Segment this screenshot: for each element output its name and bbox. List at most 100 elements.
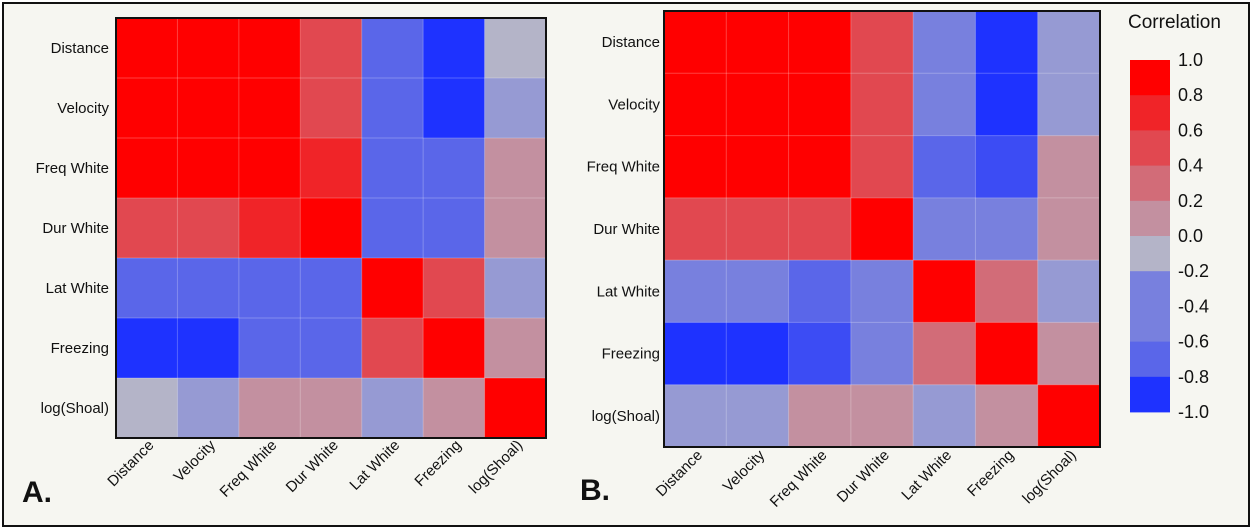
- legend-tick-label: 0.8: [1178, 85, 1203, 105]
- panel-a-cell-r4-c2: [238, 258, 301, 319]
- panel-b-row-label: Distance: [602, 34, 660, 51]
- panel-b-cell-r6-c3: [850, 384, 914, 448]
- panel-b-col-label: Distance: [653, 447, 706, 500]
- panel-b-cell-r1-c4: [913, 73, 976, 136]
- panel-a-label: A.: [22, 476, 52, 509]
- panel-b-border: [663, 10, 1101, 448]
- panel-a-cell-r0-c0: [116, 18, 178, 79]
- legend-color-bin: [1130, 236, 1170, 272]
- panel-b-cell-r0-c6: [1037, 11, 1101, 74]
- panel-a-col-label: Distance: [104, 437, 157, 490]
- legend-tick-label: 0.2: [1178, 191, 1203, 211]
- panel-a-row-label: Velocity: [57, 100, 109, 117]
- panel-b-cell-r4-c2: [788, 260, 852, 323]
- panel-a-cell-r2-c2: [238, 138, 301, 199]
- legend-tick-label: -0.6: [1178, 332, 1209, 352]
- legend-tick-label: -0.8: [1178, 367, 1209, 387]
- panel-a-row-label: Freezing: [51, 340, 109, 357]
- panel-a-cell-r6-c0: [116, 378, 178, 439]
- panel-a-cell-r2-c3: [300, 138, 363, 199]
- panel-a-col-label: Freezing: [411, 437, 464, 490]
- legend-tick-label: -0.2: [1178, 261, 1209, 281]
- panel-b-cell-r1-c3: [850, 73, 914, 136]
- panel-b-cell-r2-c0: [664, 135, 727, 199]
- panel-b-cell-r0-c5: [975, 11, 1039, 74]
- panel-b-cell-r4-c5: [975, 260, 1039, 323]
- panel-b-col-label: Lat White: [898, 447, 955, 504]
- legend-tick-label: 0.6: [1178, 120, 1203, 140]
- panel-a-cell-r6-c2: [238, 378, 301, 439]
- panel-a-cell-r0-c4: [361, 18, 424, 79]
- panel-a-cell-r6-c1: [177, 378, 240, 439]
- panel-a-cell-r3-c3: [300, 198, 363, 259]
- panel-b-cell-r2-c3: [850, 135, 914, 199]
- panel-a-row-label: Distance: [51, 40, 109, 57]
- panel-b-col-label: Freq White: [767, 447, 831, 511]
- panel-b-cell-r5-c3: [850, 322, 914, 386]
- panel-a-cell-r0-c1: [177, 18, 240, 79]
- legend-color-bin: [1130, 271, 1170, 307]
- panel-a-cell-r1-c3: [300, 78, 363, 139]
- panel-b-row-label: Lat White: [597, 283, 660, 300]
- panel-a-cell-r5-c1: [177, 318, 240, 379]
- panel-a-cell-r2-c1: [177, 138, 240, 199]
- panel-b-cell-r3-c5: [975, 197, 1039, 261]
- panel-b-col-label: log(Shoal): [1019, 447, 1079, 507]
- panel-b-cell-r1-c6: [1037, 73, 1101, 136]
- panel-b-cell-r1-c1: [726, 73, 789, 136]
- panel-a-cell-r5-c4: [361, 318, 424, 379]
- panel-a-cell-r2-c6: [484, 138, 547, 199]
- panel-a-cell-r1-c2: [238, 78, 301, 139]
- panel-b-cell-r2-c2: [788, 135, 852, 199]
- panel-a-cell-r0-c6: [484, 18, 547, 79]
- legend-color-bin: [1130, 376, 1170, 413]
- panel-b-cell-r6-c4: [913, 384, 976, 448]
- panel-b-cell-r3-c1: [726, 197, 789, 261]
- panel-b-cell-r6-c5: [975, 384, 1039, 448]
- panel-a-row-label: Freq White: [36, 160, 109, 177]
- panel-a-cell-r4-c1: [177, 258, 240, 319]
- panel-b-cell-r5-c1: [726, 322, 789, 386]
- panel-b-cell-r0-c2: [788, 11, 852, 74]
- panel-a-cell-r6-c3: [300, 378, 363, 439]
- panel-a-border: [115, 17, 547, 439]
- panel-b-cell-r0-c1: [726, 11, 789, 74]
- panel-b-cell-r2-c4: [913, 135, 976, 199]
- panel-a-cell-r2-c0: [116, 138, 178, 199]
- panel-b-row-label: Dur White: [593, 221, 660, 238]
- panel-b-cell-r3-c0: [664, 197, 727, 261]
- panel-a-cell-r1-c4: [361, 78, 424, 139]
- panel-b-cell-r3-c4: [913, 197, 976, 261]
- legend-color-bin: [1130, 200, 1170, 237]
- panel-a-cell-r5-c2: [238, 318, 301, 379]
- panel-a-col-label: Freq White: [217, 437, 281, 501]
- panel-a-cell-r3-c2: [238, 198, 301, 259]
- legend-title: Correlation: [1128, 12, 1221, 33]
- panel-a-cell-r1-c0: [116, 78, 178, 139]
- panel-b-cell-r0-c3: [850, 11, 914, 74]
- panel-a-cell-r0-c5: [423, 18, 485, 79]
- legend-color-bin: [1130, 95, 1170, 131]
- panel-b-cell-r0-c0: [664, 11, 727, 74]
- panel-a-cell-r2-c5: [423, 138, 485, 199]
- panel-b-cell-r5-c4: [913, 322, 976, 386]
- panel-b-cell-r3-c2: [788, 197, 852, 261]
- panel-b-cell-r4-c0: [664, 260, 727, 323]
- panel-a-cell-r6-c5: [423, 378, 485, 439]
- panel-b-cell-r4-c4: [913, 260, 976, 323]
- panel-b-cell-r2-c6: [1037, 135, 1101, 199]
- panel-a-col-label: Dur White: [283, 437, 342, 496]
- panel-a-cell-r5-c5: [423, 318, 485, 379]
- panel-b-row-label: Freezing: [602, 346, 660, 363]
- panel-b-cell-r4-c1: [726, 260, 789, 323]
- panel-a-col-label: Lat White: [346, 437, 403, 494]
- panel-b-cell-r6-c6: [1037, 384, 1101, 448]
- panel-a-row-label: log(Shoal): [41, 400, 109, 417]
- panel-b-cell-r2-c5: [975, 135, 1039, 199]
- panel-a-cell-r5-c0: [116, 318, 178, 379]
- panel-a-cell-r3-c5: [423, 198, 485, 259]
- panel-b-row-label: Velocity: [608, 96, 660, 113]
- panel-b-row-label: log(Shoal): [592, 408, 660, 425]
